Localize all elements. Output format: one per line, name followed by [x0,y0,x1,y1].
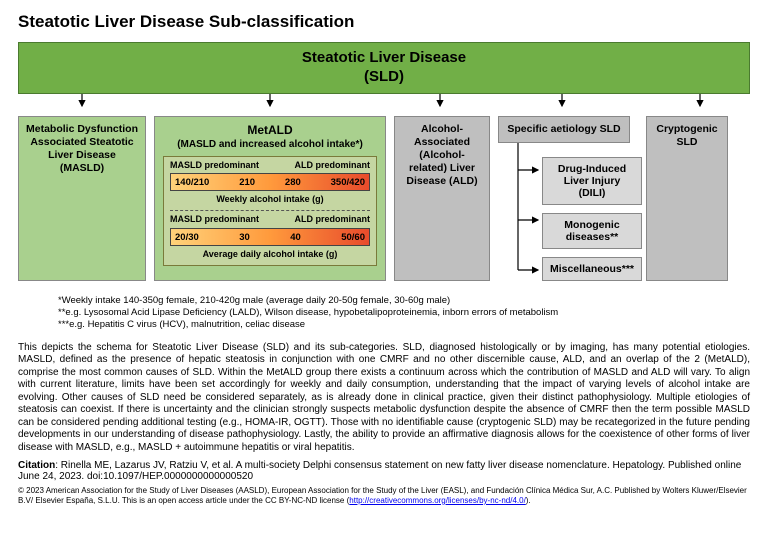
weekly-tick-0: 140/210 [175,177,209,188]
cryptogenic-text: Cryptogenic SLD [656,123,717,148]
specific-aetiology-box: Specific aetiology SLD [498,116,630,143]
metald-title: MetALD [163,123,377,137]
weekly-left-label: MASLD predominant [170,161,259,171]
weekly-tick-1: 210 [239,177,255,188]
weekly-bar: 140/210 210 280 350/420 [170,173,370,191]
miscellaneous-text: Miscellaneous*** [550,263,634,275]
dash-separator [170,210,370,211]
dili-text: Drug-Induced Liver Injury (DILI) [558,163,626,199]
children-row: Metabolic Dysfunction Associated Steatot… [18,116,750,281]
ald-text: Alcohol-Associated (Alcohol-related) Liv… [406,123,477,188]
monogenic-text: Monogenic diseases** [564,219,619,243]
daily-tick-1: 30 [239,232,250,243]
footnotes: *Weekly intake 140-350g female, 210-420g… [58,295,750,332]
copyright-text-2: ). [526,496,531,505]
license-link[interactable]: http://creativecommons.org/licenses/by-n… [349,496,526,505]
daily-right-label: ALD predominant [295,215,371,225]
copyright: © 2023 American Association for the Stud… [18,486,750,505]
diagram: Steatotic Liver Disease (SLD) Metabolic … [18,42,750,281]
metald-box: MetALD (MASLD and increased alcohol inta… [154,116,386,281]
masld-text: Metabolic Dysfunction Associated Steatot… [26,123,138,174]
root-sld-box: Steatotic Liver Disease (SLD) [18,42,750,94]
daily-caption: Average daily alcohol intake (g) [170,249,370,259]
footnote-3: ***e.g. Hepatitis C virus (HCV), malnutr… [58,319,750,331]
citation: Citation: Rinella ME, Lazarus JV, Ratziu… [18,460,750,482]
daily-tick-2: 40 [290,232,301,243]
weekly-caption: Weekly alcohol intake (g) [170,194,370,204]
metald-subtitle: (MASLD and increased alcohol intake*) [163,139,377,150]
footnote-1: *Weekly intake 140-350g female, 210-420g… [58,295,750,307]
cryptogenic-box: Cryptogenic SLD [646,116,728,281]
daily-bar: 20/30 30 40 50/60 [170,228,370,246]
page-title: Steatotic Liver Disease Sub-classificati… [18,12,750,32]
daily-tick-3: 50/60 [341,232,365,243]
ald-box: Alcohol-Associated (Alcohol-related) Liv… [394,116,490,281]
monogenic-box: Monogenic diseases** [542,213,642,249]
weekly-tick-2: 280 [285,177,301,188]
citation-label: Citation [18,460,55,471]
root-line2: (SLD) [19,68,749,87]
daily-left-label: MASLD predominant [170,215,259,225]
weekly-spectrum: MASLD predominant ALD predominant 140/21… [163,156,377,267]
citation-text: : Rinella ME, Lazarus JV, Ratziu V, et a… [18,460,741,482]
masld-box: Metabolic Dysfunction Associated Steatot… [18,116,146,281]
root-line1: Steatotic Liver Disease [19,49,749,68]
daily-tick-0: 20/30 [175,232,199,243]
specific-aetiology-text: Specific aetiology SLD [507,123,620,135]
description-paragraph: This depicts the schema for Steatotic Li… [18,342,750,455]
footnote-2: **e.g. Lysosomal Acid Lipase Deficiency … [58,307,750,319]
dili-box: Drug-Induced Liver Injury (DILI) [542,157,642,205]
miscellaneous-box: Miscellaneous*** [542,257,642,281]
weekly-right-label: ALD predominant [295,161,371,171]
weekly-tick-3: 350/420 [331,177,365,188]
specific-aetiology-column: Specific aetiology SLD Drug-Induced Live… [498,116,638,281]
